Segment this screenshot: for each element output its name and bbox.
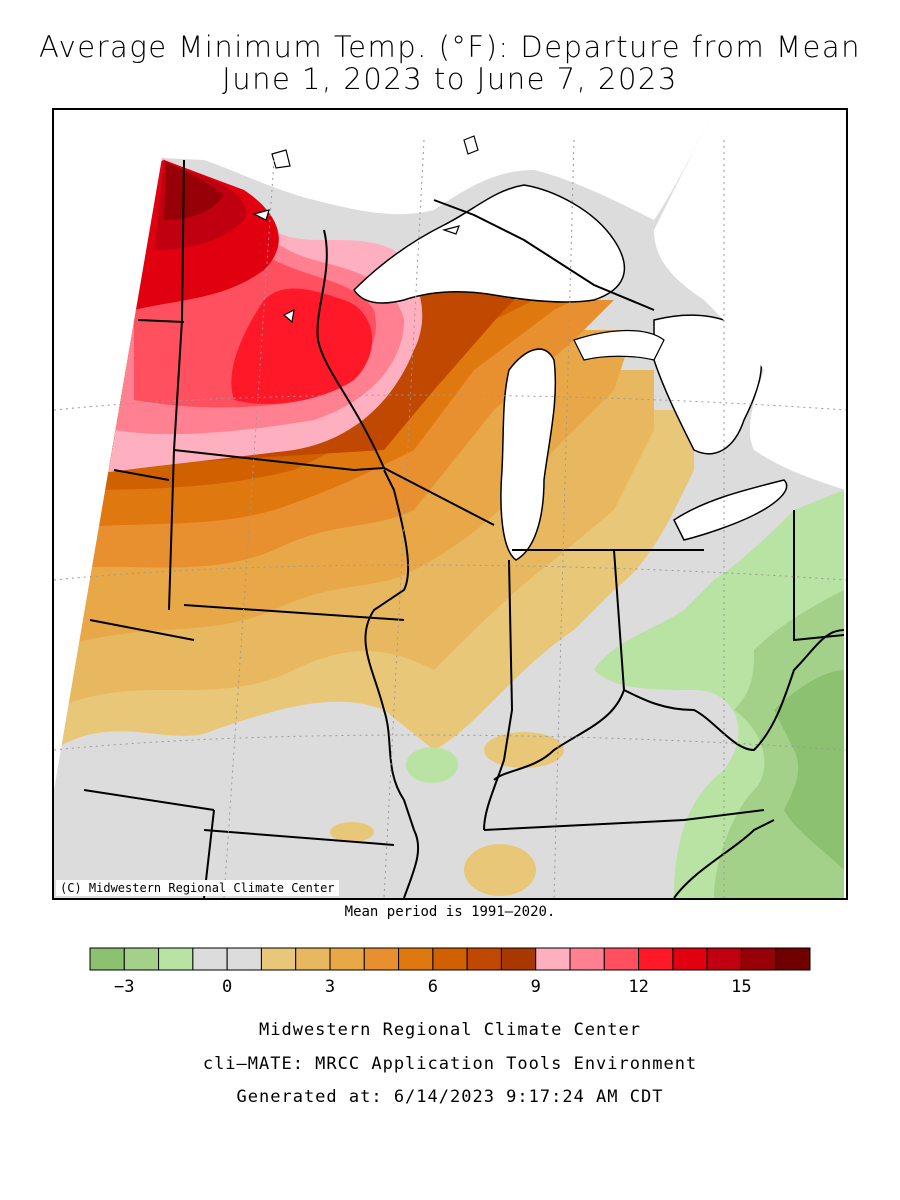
state-boundaries	[83, 159, 845, 898]
legend-swatch	[192, 947, 228, 971]
legend-tick-label: 3	[325, 977, 335, 997]
footer-org: Midwestern Regional Climate Center	[259, 1020, 641, 1040]
lake-superior	[353, 184, 625, 304]
map-date-range: June 1, 2023 to June 7, 2023	[222, 62, 678, 96]
islands	[252, 135, 479, 324]
lake-erie	[673, 479, 788, 541]
legend-swatch	[432, 947, 468, 971]
legend-tick-label: 6	[428, 977, 438, 997]
map-title: Average Minimum Temp. (°F): Departure fr…	[38, 30, 862, 64]
legend-swatch	[363, 947, 400, 971]
legend-tick-label: 9	[531, 977, 541, 997]
legend-swatch	[500, 947, 537, 971]
michigan-upper-peninsula-shore	[573, 330, 665, 361]
legend-swatch	[123, 947, 160, 971]
lake-michigan	[500, 348, 557, 561]
legend-swatch	[672, 947, 708, 971]
legend-swatch	[740, 947, 777, 971]
legend-swatch	[775, 947, 811, 971]
graticule	[54, 139, 846, 898]
canada-ontario	[654, 110, 846, 490]
legend-swatch	[329, 947, 365, 971]
legend-swatch	[89, 947, 125, 971]
mean-period-note: Mean period is 1991–2020.	[344, 904, 556, 920]
copyright-label: (C) Midwestern Regional Climate Center	[56, 880, 339, 896]
legend-tick-label: 0	[222, 977, 232, 997]
legend-swatch	[398, 947, 434, 971]
footer-generated: Generated at: 6/14/2023 9:17:24 AM CDT	[236, 1087, 664, 1107]
legend-swatch	[569, 947, 605, 971]
legend-swatch	[466, 947, 502, 971]
legend-tick-label: 12	[628, 977, 648, 997]
legend-swatch	[638, 947, 674, 971]
legend-tick-label: 15	[731, 977, 751, 997]
legend-swatch	[603, 947, 640, 971]
legend-swatch	[260, 947, 297, 971]
legend-swatch	[706, 947, 742, 971]
legend-swatch	[295, 947, 331, 971]
legend-tick-label: −3	[114, 977, 134, 997]
footer-tool: cli–MATE: MRCC Application Tools Environ…	[202, 1054, 698, 1074]
canada-north	[54, 110, 714, 220]
legend-swatch	[226, 947, 262, 971]
legend-swatch	[535, 947, 571, 971]
legend-swatch	[158, 947, 194, 971]
map-graphic	[54, 110, 846, 898]
departure-map: (C) Midwestern Regional Climate Center	[52, 108, 848, 900]
